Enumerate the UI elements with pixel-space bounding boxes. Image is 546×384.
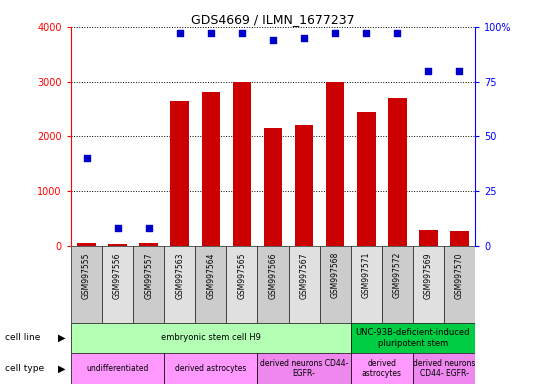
Text: GSM997563: GSM997563 bbox=[175, 252, 184, 299]
Text: undifferentiated: undifferentiated bbox=[86, 364, 149, 373]
Bar bbox=[450, 231, 469, 246]
Bar bbox=[295, 126, 313, 246]
Text: derived neurons CD44-
EGFR-: derived neurons CD44- EGFR- bbox=[260, 359, 348, 378]
Bar bbox=[108, 244, 127, 246]
Text: derived astrocytes: derived astrocytes bbox=[175, 364, 247, 373]
Text: UNC-93B-deficient-induced
pluripotent stem: UNC-93B-deficient-induced pluripotent st… bbox=[355, 328, 470, 348]
Bar bbox=[413, 353, 475, 384]
Point bbox=[424, 68, 433, 74]
Text: derived neurons
CD44- EGFR-: derived neurons CD44- EGFR- bbox=[413, 359, 475, 378]
Bar bbox=[264, 128, 282, 246]
Text: GSM997568: GSM997568 bbox=[331, 252, 340, 298]
Text: GSM997569: GSM997569 bbox=[424, 252, 433, 299]
Text: GSM997564: GSM997564 bbox=[206, 252, 215, 299]
Bar bbox=[388, 98, 407, 246]
Bar bbox=[133, 246, 164, 323]
Bar bbox=[357, 112, 376, 246]
Text: ▶: ▶ bbox=[58, 364, 66, 374]
Bar bbox=[164, 353, 258, 384]
Bar bbox=[164, 246, 195, 323]
Bar bbox=[71, 353, 164, 384]
Text: derived
astrocytes: derived astrocytes bbox=[362, 359, 402, 378]
Bar bbox=[258, 353, 351, 384]
Point bbox=[362, 30, 371, 36]
Text: cell type: cell type bbox=[5, 364, 45, 373]
Bar bbox=[419, 230, 438, 246]
Text: GSM997555: GSM997555 bbox=[82, 252, 91, 299]
Text: GSM997557: GSM997557 bbox=[144, 252, 153, 299]
Bar bbox=[102, 246, 133, 323]
Text: GSM997570: GSM997570 bbox=[455, 252, 464, 299]
Point bbox=[455, 68, 464, 74]
Point bbox=[175, 30, 184, 36]
Text: GSM997567: GSM997567 bbox=[300, 252, 308, 299]
Bar bbox=[227, 246, 258, 323]
Point bbox=[300, 35, 308, 41]
Point bbox=[393, 30, 402, 36]
Point bbox=[82, 155, 91, 161]
Text: GSM997565: GSM997565 bbox=[238, 252, 246, 299]
Point bbox=[144, 225, 153, 232]
Bar bbox=[201, 91, 220, 246]
Bar bbox=[139, 243, 158, 246]
Text: embryonic stem cell H9: embryonic stem cell H9 bbox=[161, 333, 261, 343]
Bar bbox=[319, 246, 351, 323]
Bar bbox=[233, 82, 251, 246]
Point bbox=[269, 37, 277, 43]
Point bbox=[113, 225, 122, 232]
Bar bbox=[195, 246, 227, 323]
Point bbox=[238, 30, 246, 36]
Bar bbox=[258, 246, 288, 323]
Bar bbox=[71, 323, 351, 353]
Bar bbox=[413, 246, 444, 323]
Bar bbox=[288, 246, 319, 323]
Text: cell line: cell line bbox=[5, 333, 41, 343]
Text: GSM997572: GSM997572 bbox=[393, 252, 402, 298]
Bar bbox=[326, 82, 345, 246]
Text: GSM997556: GSM997556 bbox=[113, 252, 122, 299]
Bar bbox=[351, 323, 475, 353]
Bar bbox=[170, 101, 189, 246]
Bar bbox=[382, 246, 413, 323]
Text: ▶: ▶ bbox=[58, 333, 66, 343]
Bar bbox=[351, 246, 382, 323]
Bar bbox=[444, 246, 475, 323]
Point bbox=[331, 30, 340, 36]
Bar bbox=[77, 243, 96, 246]
Title: GDS4669 / ILMN_1677237: GDS4669 / ILMN_1677237 bbox=[191, 13, 355, 26]
Bar bbox=[351, 353, 413, 384]
Point bbox=[206, 30, 215, 36]
Text: GSM997571: GSM997571 bbox=[362, 252, 371, 298]
Bar bbox=[71, 246, 102, 323]
Text: GSM997566: GSM997566 bbox=[269, 252, 277, 299]
